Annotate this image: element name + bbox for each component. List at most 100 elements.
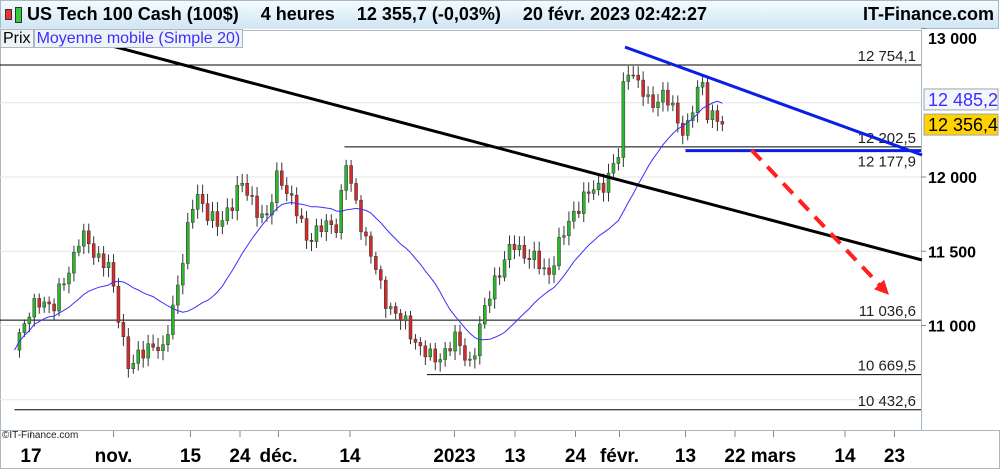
candle-up [552, 265, 556, 275]
candle-up [235, 185, 239, 211]
candle-up [700, 82, 705, 88]
candle-up [428, 348, 433, 358]
candle-down [334, 224, 338, 233]
candle-up [186, 222, 190, 264]
x-tick-label: 13 [504, 446, 525, 467]
candle-up [517, 245, 522, 250]
candle-down [631, 74, 635, 77]
candle-up [606, 172, 611, 193]
candle-down [205, 203, 210, 221]
candle-up [443, 348, 447, 360]
candle-down [116, 286, 121, 323]
candle-down [230, 207, 235, 211]
x-tick-label: févr. [600, 446, 639, 467]
candle-down [285, 185, 289, 194]
candle-down [379, 269, 383, 281]
candle-down [720, 121, 725, 125]
candle-up [27, 316, 32, 324]
candle-down [537, 250, 541, 269]
candle-up [176, 284, 180, 306]
candle-up [492, 275, 497, 300]
candle-down [413, 338, 418, 343]
candle-down [255, 195, 259, 218]
candle-down [265, 213, 269, 216]
candle-down [705, 82, 710, 120]
candle-up [661, 89, 665, 103]
horizontal-level-label: 12 177,9 [858, 154, 916, 171]
last-price: 12 355,7 (-0,03%) [356, 4, 501, 24]
x-tick-label: 14 [834, 446, 856, 467]
candle-up [72, 251, 76, 274]
x-tick-label: déc. [259, 446, 297, 467]
legend-moving-average[interactable]: Moyenne mobile (Simple 20) [33, 29, 244, 48]
candle-down [408, 315, 413, 340]
candle-down [111, 262, 116, 287]
candle-down [329, 220, 334, 226]
candle-up [487, 298, 492, 306]
candle-up [483, 305, 487, 325]
candle-up [507, 243, 512, 261]
candle-down [527, 258, 532, 260]
x-tick-label: 13 [675, 446, 696, 467]
candle-up [42, 301, 46, 308]
candle-up [557, 236, 561, 267]
candle-down [676, 102, 680, 124]
candle-down [250, 195, 254, 197]
horizontal-level-label: 12 202,5 [858, 130, 916, 147]
candle-up [695, 86, 700, 114]
candle-up [438, 359, 442, 363]
x-tick-label: 14 [339, 446, 361, 467]
candle-down [586, 191, 591, 194]
trendline-black-downtrend [96, 40, 923, 262]
horizontal-level-label: 11 036,6 [859, 303, 916, 320]
candle-up [685, 120, 690, 136]
trendline-blue-downtrend [624, 45, 923, 157]
candle-up [96, 253, 101, 258]
candle-down [463, 345, 467, 361]
copyright: ©IT-Finance.com [2, 430, 79, 441]
candle-up [572, 210, 576, 222]
candle-up [453, 331, 457, 352]
candle-up [220, 220, 225, 227]
candle-down [384, 279, 388, 309]
plot-area [0, 30, 922, 431]
candle-up [225, 207, 230, 221]
candle-down [156, 346, 160, 351]
x-tick-label: nov. [95, 446, 133, 467]
x-tick-label: 17 [20, 446, 41, 467]
candle-up [656, 101, 660, 108]
candle-up [131, 363, 136, 369]
candle-up [710, 110, 715, 120]
candle-up [136, 349, 140, 364]
moving-average-line [14, 100, 723, 351]
candle-down [359, 199, 363, 233]
candle-up [562, 235, 566, 238]
candle-up [324, 220, 329, 232]
candle-down [47, 301, 51, 305]
candle-up [32, 298, 37, 318]
candle-up [166, 334, 170, 345]
candle-down [497, 275, 502, 278]
horizontal-level-label: 10 669,5 [858, 358, 916, 375]
candle-up [646, 94, 650, 97]
candle-up [582, 191, 586, 214]
candle-down [547, 267, 551, 275]
legend-price[interactable]: Prix [0, 29, 34, 48]
candle-up [22, 323, 27, 333]
arrow-head-icon [874, 279, 889, 295]
candle-up [62, 283, 66, 286]
y-tick-label: 13 000 [928, 31, 977, 48]
candle-up [260, 213, 264, 218]
candle-down [715, 110, 720, 122]
candle-up [388, 306, 393, 309]
candle-up [626, 74, 631, 82]
x-tick-label: 2023 [433, 446, 475, 467]
y-tick-label: 12 000 [928, 170, 977, 187]
candle-up [596, 182, 601, 191]
x-tick-label: 24 [565, 446, 587, 467]
candle-up [532, 250, 536, 260]
candle-up [181, 263, 185, 286]
candle-up [240, 183, 244, 186]
candle-up [57, 283, 61, 312]
